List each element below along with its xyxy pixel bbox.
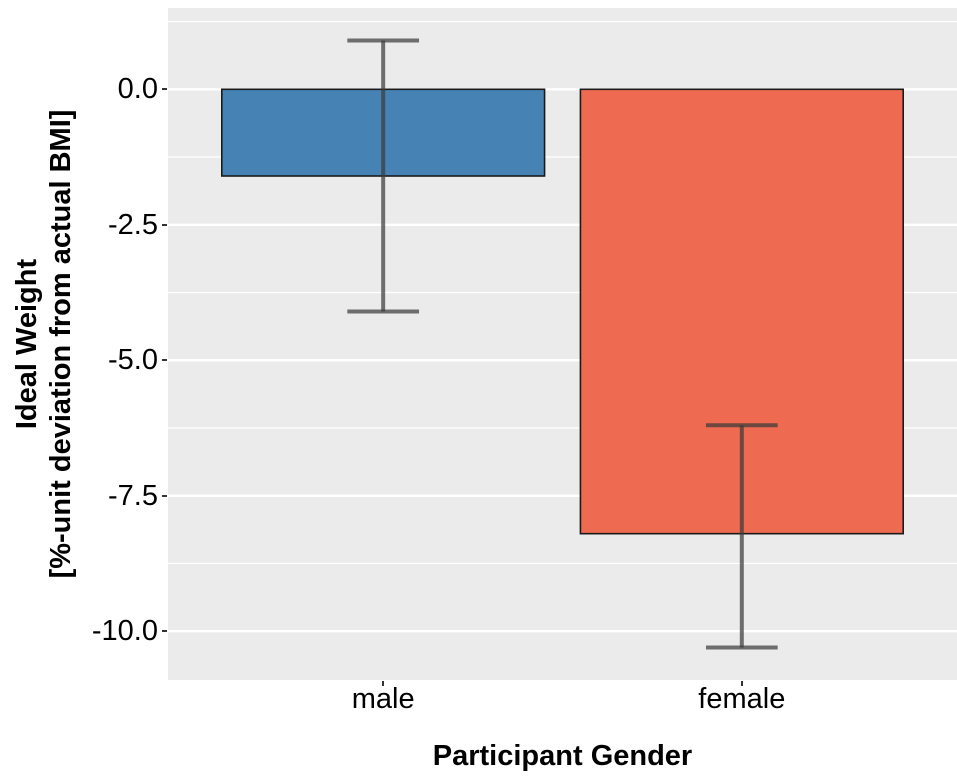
plot-area-svg [168, 8, 957, 680]
y-tick-mark [162, 223, 167, 226]
y-tick-label: 0.0 [117, 73, 158, 106]
y-tick-label: -10.0 [91, 615, 158, 648]
x-tick-mark-male [382, 681, 385, 686]
y-axis-title-line2: [%-unit deviation from actual BMI] [45, 109, 77, 579]
y-tick-label: -2.5 [108, 208, 158, 241]
y-tick-label: -7.5 [108, 479, 158, 512]
y-tick-mark [162, 630, 167, 633]
y-tick-label: -5.0 [108, 344, 158, 377]
y-tick-mark [162, 494, 167, 497]
x-axis-title: Participant Gender [432, 740, 693, 772]
y-tick-mark [162, 359, 167, 362]
x-tick-label-male: male [351, 683, 415, 715]
x-tick-mark-female [740, 681, 743, 686]
plot-panel [168, 8, 957, 680]
y-axis-title: Ideal Weight [%-unit deviation from actu… [10, 8, 78, 680]
x-tick-label-female: female [698, 683, 786, 715]
y-tick-mark [162, 88, 167, 91]
y-axis-title-line1: Ideal Weight [11, 258, 43, 430]
